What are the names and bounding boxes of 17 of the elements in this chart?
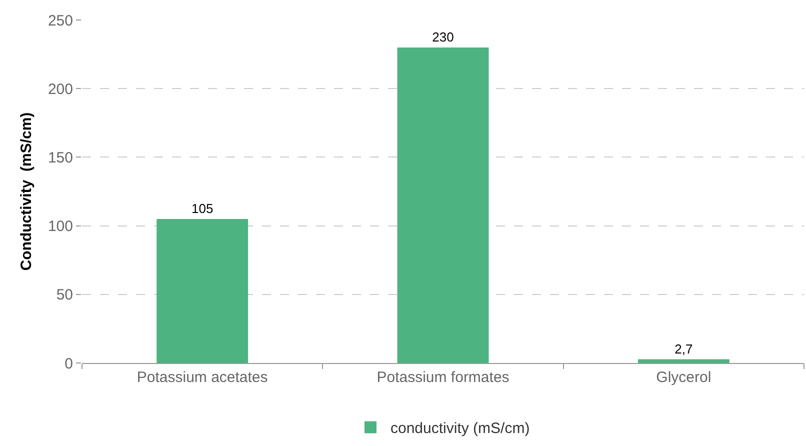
data-label: 105 — [191, 200, 214, 216]
legend-label: conductivity (mS/cm) — [390, 420, 530, 438]
y-tick-label: 50 — [56, 286, 73, 304]
bar — [638, 359, 730, 363]
y-tick-label: 100 — [48, 218, 73, 236]
x-tick-label: Potassium formates — [376, 369, 510, 386]
y-tick-label: 250 — [48, 12, 73, 30]
data-label: 2,7 — [674, 341, 693, 356]
x-tick-label: Potassium acetates — [136, 369, 268, 386]
x-tick-label: Glycerol — [656, 369, 712, 386]
data-label: 230 — [432, 29, 454, 44]
bar — [397, 47, 489, 363]
y-axis-title: Conductivity (mS/cm) — [18, 112, 36, 271]
y-tick-label: 150 — [48, 149, 73, 166]
bar — [156, 218, 248, 363]
y-tick-label: 200 — [48, 80, 73, 98]
y-tick-label: 0 — [64, 355, 73, 372]
